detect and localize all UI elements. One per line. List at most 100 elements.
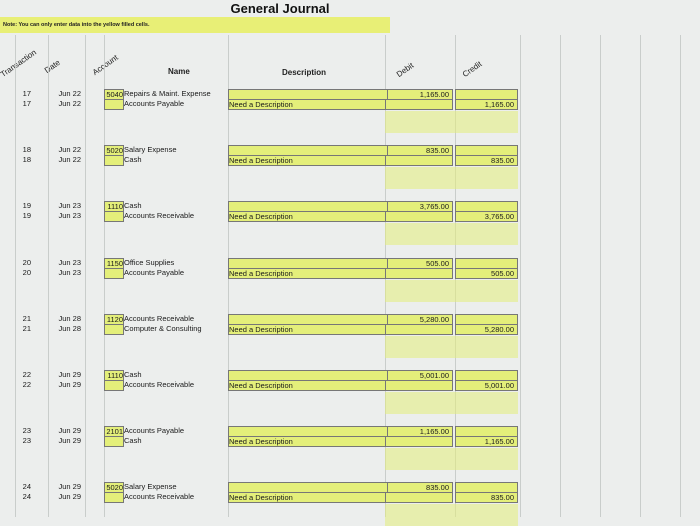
description-field[interactable]: Need a Description xyxy=(228,324,388,335)
date-cell: Jun 22 xyxy=(58,155,81,164)
date-cell: Jun 29 xyxy=(58,436,81,445)
txn-number: 23 xyxy=(22,436,31,445)
input-cell[interactable] xyxy=(228,258,388,269)
row-band xyxy=(385,223,518,245)
input-cell[interactable] xyxy=(385,436,453,447)
row-band xyxy=(385,280,518,302)
input-cell[interactable] xyxy=(455,370,518,381)
description-field[interactable]: Need a Description xyxy=(228,268,388,279)
txn-number: 21 xyxy=(22,314,31,323)
input-cell[interactable] xyxy=(228,145,388,156)
header-transaction: Transaction xyxy=(0,47,38,79)
account-name: Accounts Payable xyxy=(124,268,185,277)
instruction-note: Note: You can only enter data into the y… xyxy=(0,17,390,33)
input-cell[interactable] xyxy=(228,482,388,493)
date-cell: Jun 23 xyxy=(58,268,81,277)
description-field[interactable]: Need a Description xyxy=(228,492,388,503)
input-cell[interactable] xyxy=(455,314,518,325)
date-cell: Jun 22 xyxy=(58,99,81,108)
description-field[interactable]: Need a Description xyxy=(228,211,388,222)
input-cell[interactable] xyxy=(104,436,124,447)
credit-amount[interactable]: 5,280.00 xyxy=(455,324,518,335)
input-cell[interactable] xyxy=(455,258,518,269)
txn-number: 21 xyxy=(22,324,31,333)
txn-number: 17 xyxy=(22,99,31,108)
account-name: Repairs & Maint. Expense xyxy=(124,89,211,98)
date-cell: Jun 23 xyxy=(58,258,81,267)
input-cell[interactable] xyxy=(455,482,518,493)
date-cell: Jun 29 xyxy=(58,492,81,501)
input-cell[interactable] xyxy=(104,211,124,222)
account-name: Office Supplies xyxy=(124,258,175,267)
account-name: Accounts Receivable xyxy=(124,211,195,220)
credit-amount[interactable]: 1,165.00 xyxy=(455,99,518,110)
input-cell[interactable] xyxy=(228,89,388,100)
input-cell[interactable] xyxy=(104,380,124,391)
row-band xyxy=(385,167,518,189)
header-name: Name xyxy=(168,67,190,76)
txn-number: 22 xyxy=(22,380,31,389)
input-cell[interactable] xyxy=(228,314,388,325)
date-cell: Jun 29 xyxy=(58,370,81,379)
input-cell[interactable] xyxy=(455,89,518,100)
credit-amount[interactable]: 505.00 xyxy=(455,268,518,279)
txn-number: 18 xyxy=(22,155,31,164)
input-cell[interactable] xyxy=(385,211,453,222)
date-cell: Jun 28 xyxy=(58,314,81,323)
txn-number: 24 xyxy=(22,492,31,501)
input-cell[interactable] xyxy=(228,426,388,437)
input-cell[interactable] xyxy=(104,155,124,166)
row-band xyxy=(385,336,518,358)
credit-amount[interactable]: 835.00 xyxy=(455,155,518,166)
account-name: Salary Expense xyxy=(124,482,177,491)
date-cell: Jun 23 xyxy=(58,201,81,210)
description-field[interactable]: Need a Description xyxy=(228,155,388,166)
input-cell[interactable] xyxy=(385,380,453,391)
header-description: Description xyxy=(282,68,327,77)
txn-number: 20 xyxy=(22,258,31,267)
credit-amount[interactable]: 3,765.00 xyxy=(455,211,518,222)
input-cell[interactable] xyxy=(455,145,518,156)
txn-number: 24 xyxy=(22,482,31,491)
account-name: Cash xyxy=(124,155,142,164)
txn-number: 17 xyxy=(22,89,31,98)
input-cell[interactable] xyxy=(385,155,453,166)
txn-number: 18 xyxy=(22,145,31,154)
account-name: Computer & Consulting xyxy=(124,324,202,333)
credit-amount[interactable]: 835.00 xyxy=(455,492,518,503)
date-cell: Jun 22 xyxy=(58,89,81,98)
input-cell[interactable] xyxy=(104,99,124,110)
row-band xyxy=(385,448,518,470)
description-field[interactable]: Need a Description xyxy=(228,380,388,391)
account-name: Accounts Payable xyxy=(124,426,185,435)
input-cell[interactable] xyxy=(455,201,518,212)
input-cell[interactable] xyxy=(228,370,388,381)
header-debit: Debit xyxy=(394,60,416,79)
date-cell: Jun 23 xyxy=(58,211,81,220)
account-name: Accounts Payable xyxy=(124,99,185,108)
input-cell[interactable] xyxy=(385,324,453,335)
txn-number: 23 xyxy=(22,426,31,435)
input-cell[interactable] xyxy=(104,268,124,279)
account-name: Cash xyxy=(124,201,142,210)
input-cell[interactable] xyxy=(455,426,518,437)
description-field[interactable]: Need a Description xyxy=(228,436,388,447)
input-cell[interactable] xyxy=(385,492,453,503)
credit-amount[interactable]: 5,001.00 xyxy=(455,380,518,391)
description-field[interactable]: Need a Description xyxy=(228,99,388,110)
input-cell[interactable] xyxy=(228,201,388,212)
input-cell[interactable] xyxy=(104,492,124,503)
input-cell[interactable] xyxy=(385,99,453,110)
input-cell[interactable] xyxy=(104,324,124,335)
header-date: Date xyxy=(42,57,62,75)
credit-amount[interactable]: 1,165.00 xyxy=(455,436,518,447)
input-cell[interactable] xyxy=(385,268,453,279)
account-name: Cash xyxy=(124,370,142,379)
account-name: Cash xyxy=(124,436,142,445)
row-band xyxy=(385,392,518,414)
